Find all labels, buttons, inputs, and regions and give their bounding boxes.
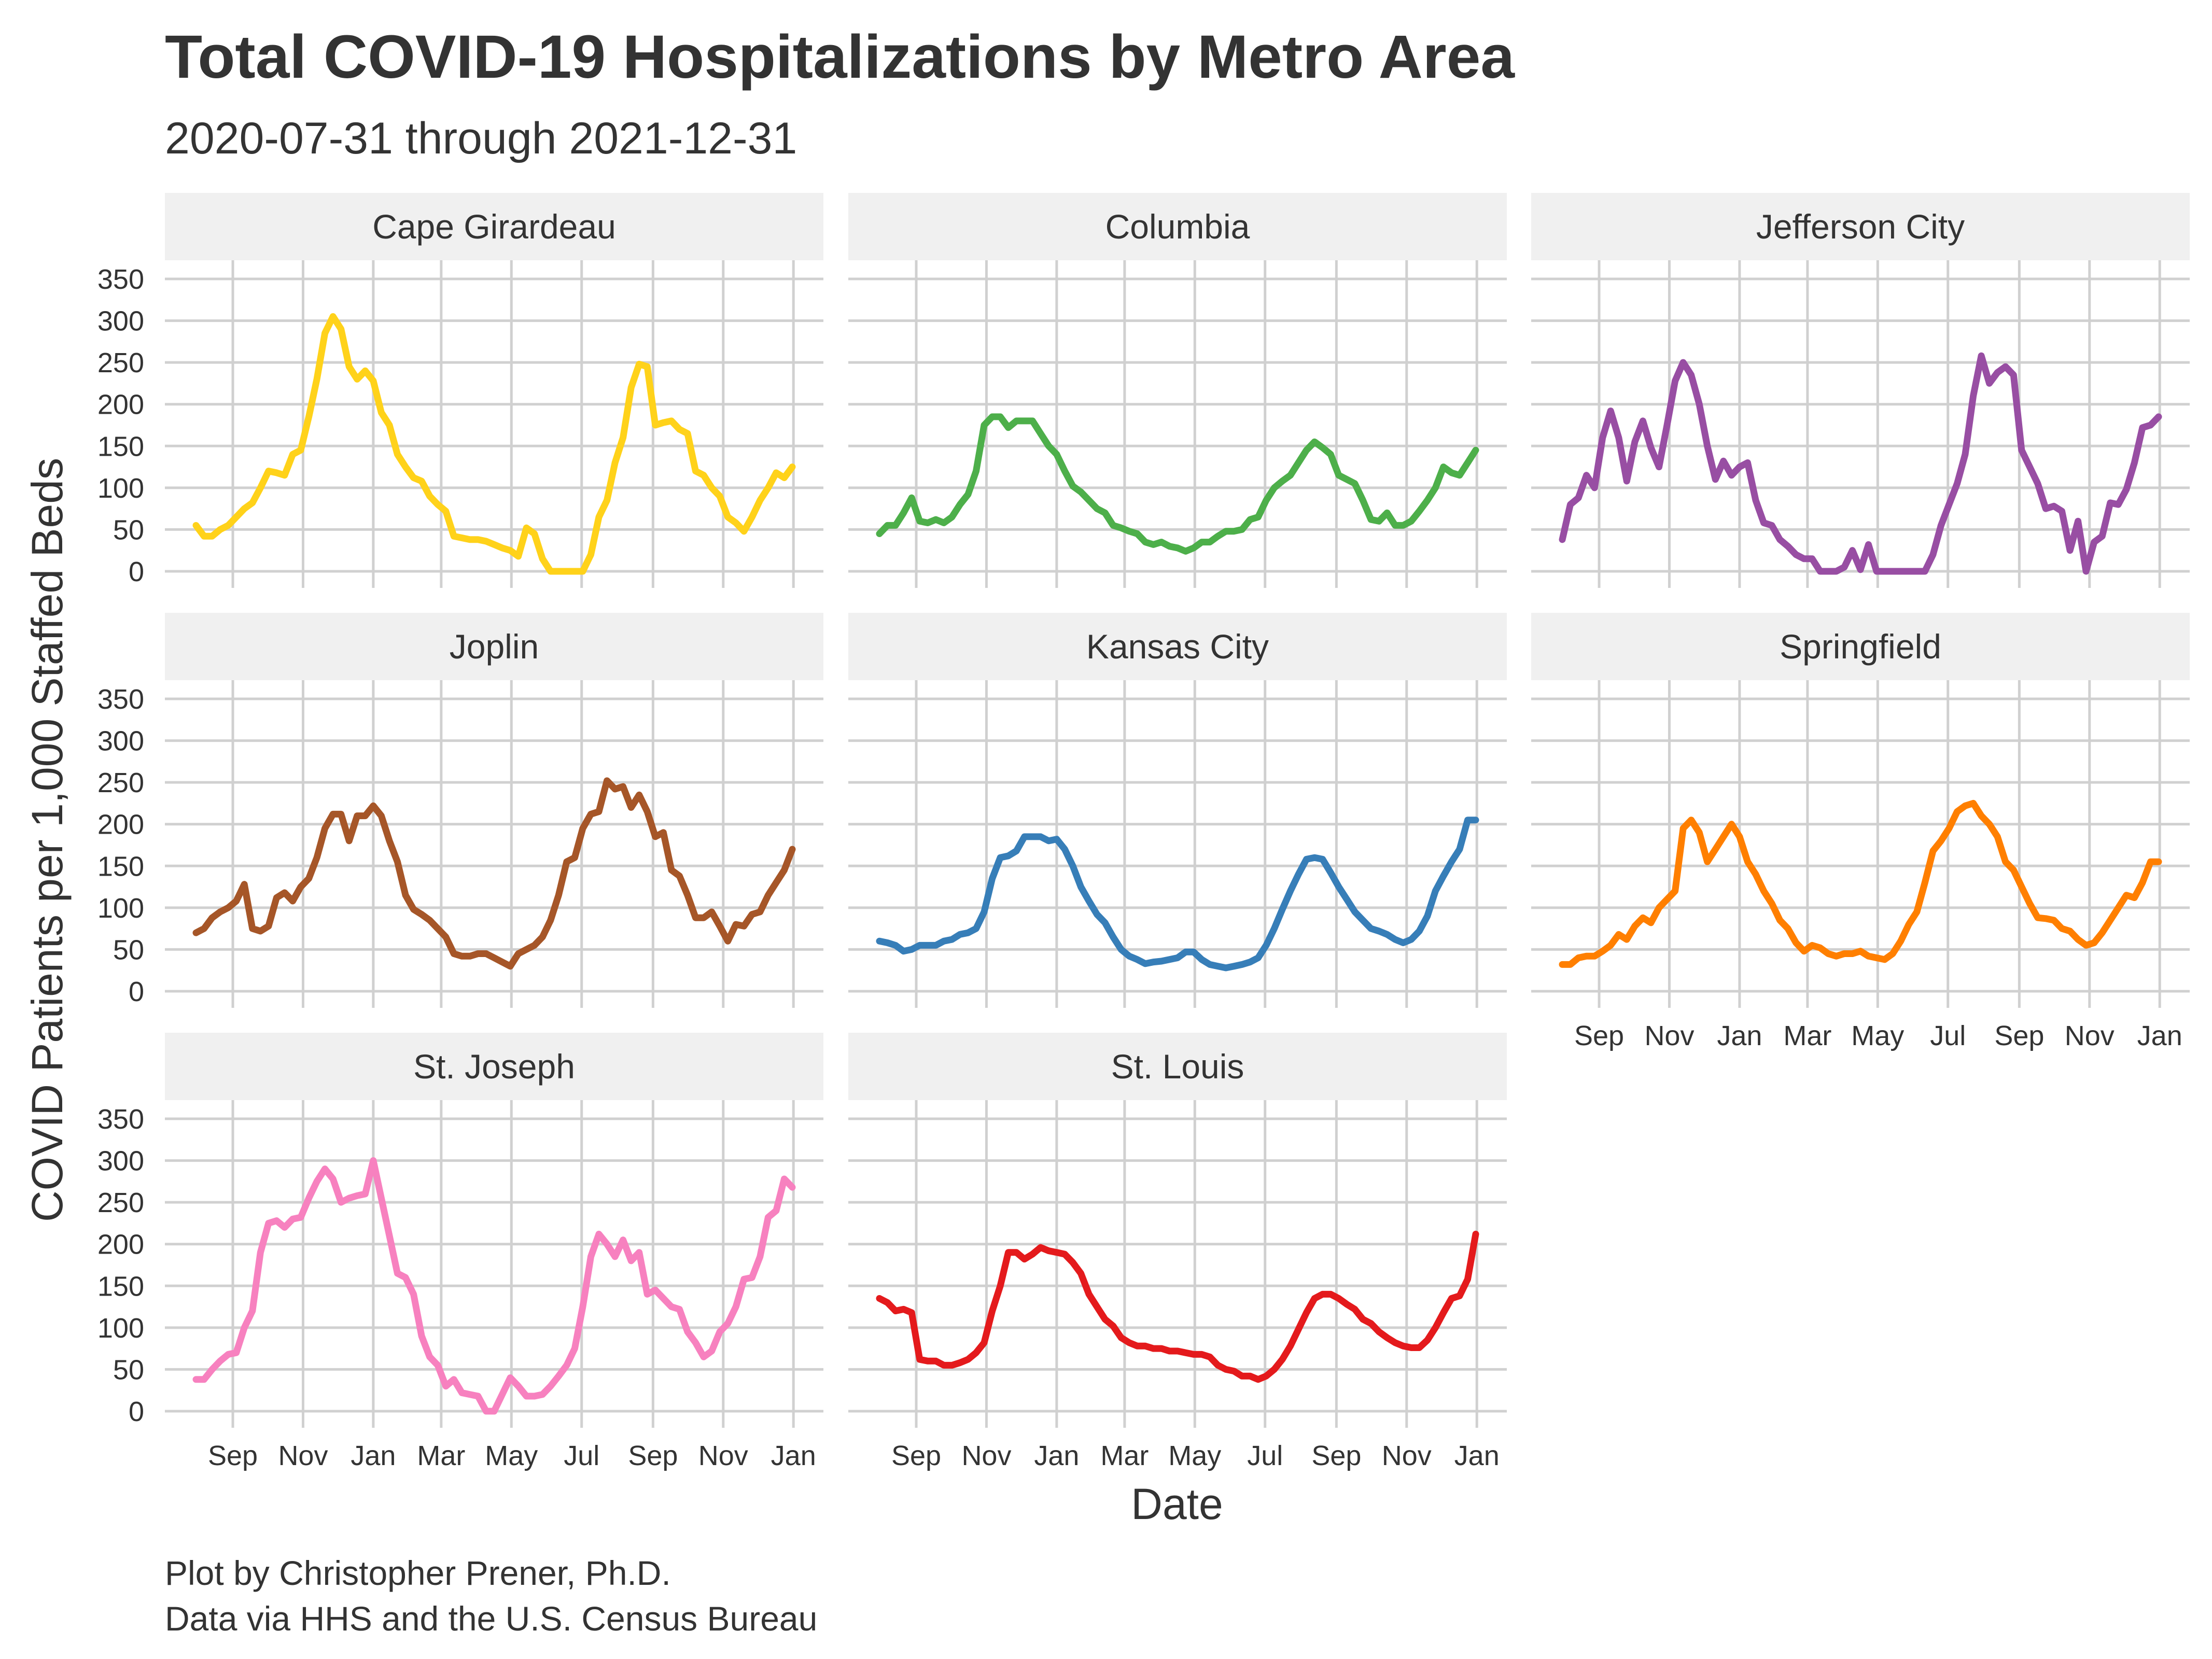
x-tick-label: Sep [1311,1440,1361,1471]
strip-columbia [848,193,1507,260]
strip-joplin [165,613,823,680]
x-tick-label: Jan [351,1440,396,1471]
y-tick-label: 150 [97,851,144,882]
x-tick-label: Jul [1930,1020,1966,1051]
panel-springfield: Springfield [1531,613,2190,1008]
chart-title: Total COVID-19 Hospitalizations by Metro… [165,23,1515,91]
x-tick-label: Jan [771,1440,816,1471]
panel-cape-girardeau: Cape Girardeau 0 50 100 150 200 250 300 350 [97,193,823,588]
panel-kansas-city: Kansas City [848,613,1507,1008]
x-tick-label: Mar [1783,1020,1831,1051]
y-tick-label: 150 [97,1271,144,1302]
panel-st-louis: St. Louis [848,1033,1507,1428]
y-tick-label: 100 [97,1313,144,1344]
y-tick-label: 300 [97,306,144,337]
y-tick-label: 350 [97,684,144,715]
series-line-st-louis [876,1230,1479,1383]
x-tick-label: Sep [891,1440,941,1471]
strip-springfield [1531,613,2190,680]
strip-label-springfield: Springfield [1780,627,1941,666]
series-line-columbia [876,413,1479,555]
x-tick-label: Jul [1247,1440,1283,1471]
strip-label-joplin: Joplin [450,627,539,666]
x-axis-title: Date [1131,1480,1223,1528]
y-tick-label: 300 [97,726,144,757]
x-tick-label: Nov [278,1440,328,1471]
x-tick-label: Mar [1100,1440,1149,1471]
series-line-springfield [1559,799,2162,968]
y-tick-label: 350 [97,1104,144,1135]
strip-label-st-joseph: St. Joseph [413,1047,575,1086]
series-line-cape-girardeau [192,313,796,575]
strip-label-columbia: Columbia [1105,207,1250,246]
series-line-joplin [192,777,796,970]
caption-line-1: Plot by Christopher Prener, Ph.D. [165,1554,671,1592]
y-tick-label: 300 [97,1146,144,1177]
y-tick-label: 0 [129,556,144,587]
x-tick-label: Sep [1994,1020,2044,1051]
x-tick-label: Nov [1644,1020,1694,1051]
chart-subtitle: 2020-07-31 through 2021-12-31 [165,114,797,163]
panel-joplin: Joplin 0 50 100 150 200 250 300 350 [97,613,823,1008]
series-line-kansas-city [876,817,1479,972]
strip-jefferson-city [1531,193,2190,260]
y-tick-label: 200 [97,389,144,420]
y-tick-label: 100 [97,893,144,924]
y-tick-label: 50 [113,1354,144,1385]
x-tick-label: Jan [1717,1020,1762,1051]
y-axis-title: COVID Patients per 1,000 Staffed Beds [23,458,72,1222]
y-tick-label: 250 [97,767,144,798]
strip-st-joseph [165,1033,823,1100]
x-tick-label: Nov [698,1440,748,1471]
y-tick-label: 100 [97,473,144,504]
x-tick-label: Jan [1454,1440,1500,1471]
y-tick-label: 200 [97,809,144,840]
x-tick-label: Jan [2137,1020,2182,1051]
x-tick-label: May [1168,1440,1221,1471]
strip-st-louis [848,1033,1507,1100]
strip-label-kansas-city: Kansas City [1086,627,1269,666]
panel-st-joseph: St. Joseph 0 50 100 150 200 250 300 350 [97,1033,823,1428]
y-tick-label: 250 [97,347,144,378]
strip-cape-girardeau [165,193,823,260]
strip-label-cape-girardeau: Cape Girardeau [372,207,616,246]
panel-columbia: Columbia [848,193,1507,588]
y-tick-label: 0 [129,976,144,1007]
y-tick-label: 50 [113,514,144,545]
y-tick-label: 350 [97,264,144,295]
y-tick-label: 150 [97,431,144,462]
x-tick-label: Sep [1574,1020,1624,1051]
panel-jefferson-city: Jefferson City [1531,193,2190,588]
series-line-st-joseph [192,1157,796,1415]
y-tick-label: 0 [129,1396,144,1427]
x-tick-label: Sep [208,1440,258,1471]
y-tick-label: 200 [97,1229,144,1260]
chart-caption: Plot by Christopher Prener, Ph.D. Data v… [165,1550,817,1641]
y-tick-label: 250 [97,1187,144,1218]
x-tick-label: Jul [564,1440,599,1471]
x-tick-label: Nov [1382,1440,1432,1471]
caption-line-2: Data via HHS and the U.S. Census Bureau [165,1599,818,1638]
y-tick-label: 50 [113,934,144,965]
x-tick-label: Jan [1034,1440,1079,1471]
x-tick-label: Mar [417,1440,465,1471]
strip-label-jefferson-city: Jefferson City [1756,207,1965,246]
strip-label-st-louis: St. Louis [1111,1047,1244,1086]
x-tick-label: Nov [2065,1020,2115,1051]
strip-kansas-city [848,613,1507,680]
x-tick-label: Nov [961,1440,1011,1471]
x-tick-label: Sep [628,1440,678,1471]
x-tick-label: May [485,1440,538,1471]
x-tick-label: May [1851,1020,1904,1051]
series-line-jefferson-city [1559,352,2162,575]
